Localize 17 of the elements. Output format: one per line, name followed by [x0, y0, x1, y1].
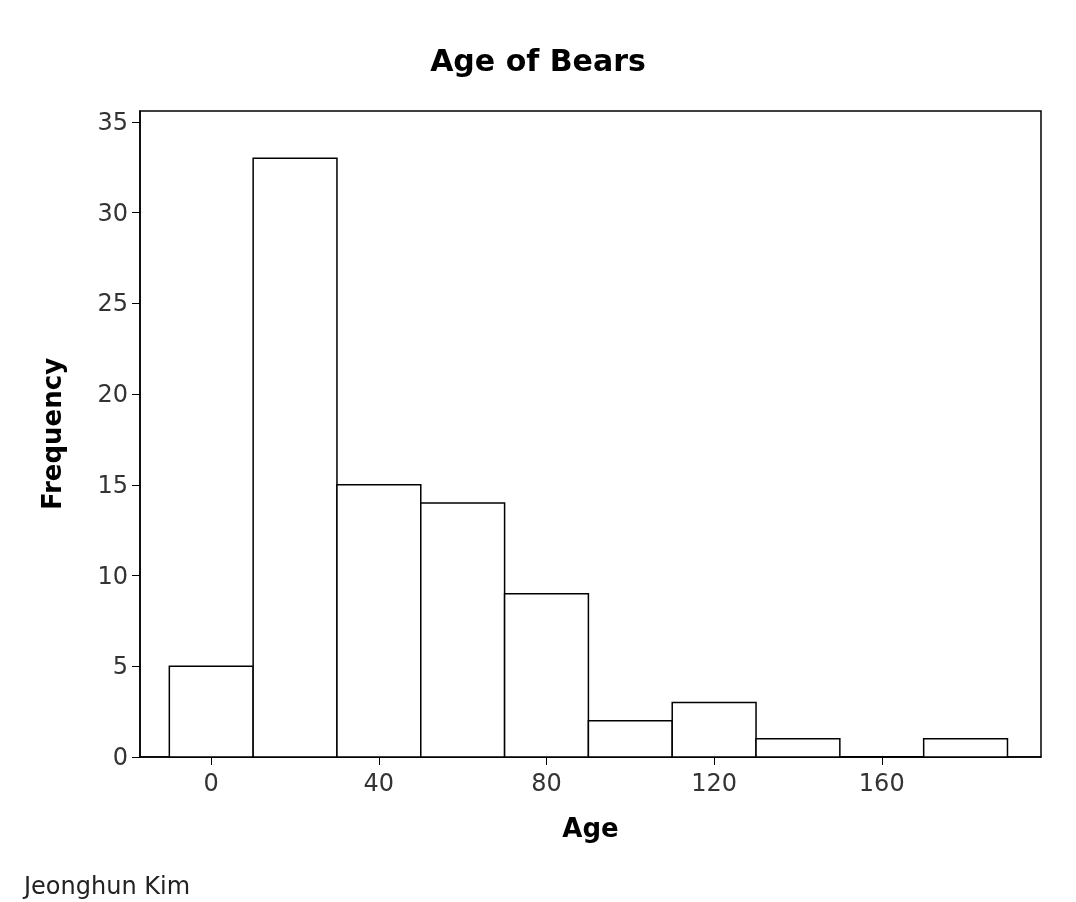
- y-tick-label: 15: [97, 470, 128, 499]
- chart-title: Age of Bears: [430, 42, 646, 78]
- x-tick-label: 80: [531, 769, 562, 797]
- y-tick-label: 10: [97, 561, 128, 590]
- y-tick-label: 30: [97, 198, 128, 227]
- x-tick-label: 160: [858, 769, 905, 797]
- x-axis-title: Age: [562, 813, 619, 843]
- x-tick-label: 120: [691, 769, 738, 797]
- y-tick-label: 5: [112, 652, 128, 681]
- y-tick-label: 25: [97, 289, 128, 318]
- x-tick-label: 40: [363, 769, 395, 797]
- y-tick-label: 35: [97, 107, 128, 136]
- y-tick-label: 0: [112, 743, 128, 771]
- y-axis-title: Frequency: [37, 357, 67, 511]
- text: Jeonghun Kim: [22, 872, 191, 900]
- x-tick-label: 0: [203, 769, 219, 797]
- y-tick-label: 20: [97, 380, 128, 409]
